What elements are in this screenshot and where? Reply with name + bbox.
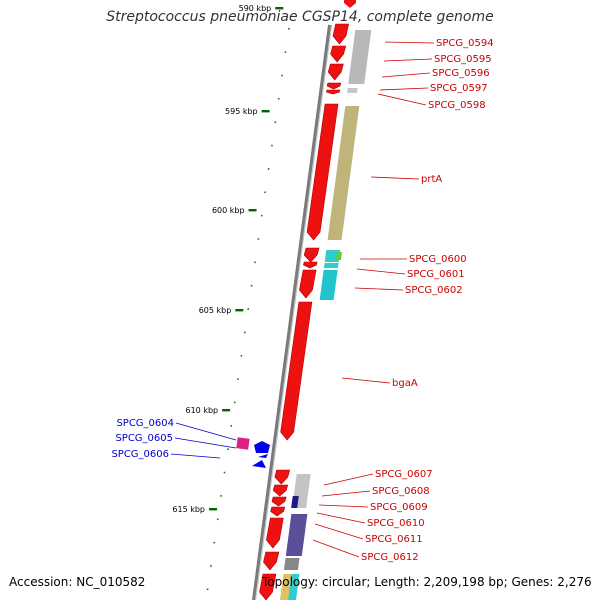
leader-line-spcg-0604 bbox=[175, 422, 237, 441]
feature-block-navy bbox=[291, 496, 299, 508]
tick-mark-590-kbp bbox=[275, 7, 284, 10]
feature-block-magenta bbox=[236, 437, 250, 450]
gene-label-spcg-0607[interactable]: SPCG_0607 bbox=[375, 469, 433, 480]
tick-label-590-kbp: 590 kbp bbox=[239, 4, 272, 13]
map-title: Streptococcus pneumoniae CGSP14, complet… bbox=[106, 9, 494, 25]
tick-mark-615-kbp bbox=[209, 508, 218, 511]
gene-label-spcg-0609[interactable]: SPCG_0609 bbox=[370, 502, 428, 513]
feature-block-cyan-3 bbox=[319, 270, 338, 300]
leader-line-spcg-0610 bbox=[316, 512, 366, 524]
feature-block-cyan-2 bbox=[323, 263, 339, 268]
gene-label-spcg-0595[interactable]: SPCG_0595 bbox=[434, 54, 492, 65]
cds-arrow-forward-6 bbox=[306, 103, 339, 241]
feature-block-grey-4 bbox=[283, 558, 300, 570]
gene-labels: SPCG_0594 SPCG_0595 SPCG_0596 SPCG_0597 SPCG… bbox=[111, 38, 493, 563]
leader-line-spcg-0595 bbox=[383, 58, 433, 62]
cds-arrow-forward-3 bbox=[327, 63, 344, 81]
gene-label-bgaa[interactable]: bgaA bbox=[392, 378, 418, 389]
leader-line-prta bbox=[370, 176, 420, 180]
genome-summary-text: Topology: circular; Length: 2,209,198 bp… bbox=[262, 575, 592, 589]
gene-label-spcg-0597[interactable]: SPCG_0597 bbox=[430, 83, 488, 94]
tick-marks: 590 kbp 595 kbp 600 kbp 605 kbp 610 kbp 615 k… bbox=[172, 4, 284, 514]
tick-label-605-kbp: 605 kbp bbox=[199, 306, 232, 315]
cds-arrow-forward-12 bbox=[272, 484, 289, 497]
gene-label-spcg-0612[interactable]: SPCG_0612 bbox=[361, 552, 419, 563]
cds-arrow-forward-top bbox=[344, 0, 356, 8]
leader-line-spcg-0606 bbox=[170, 453, 221, 459]
cds-track bbox=[236, 0, 356, 600]
tick-mark-600-kbp bbox=[248, 209, 257, 212]
leader-line-bgaa bbox=[341, 377, 391, 384]
gene-label-spcg-0610[interactable]: SPCG_0610 bbox=[367, 518, 425, 529]
cds-arrow-forward-5 bbox=[326, 89, 341, 95]
cds-arrow-forward-13 bbox=[271, 496, 287, 507]
cds-arrow-reverse-1 bbox=[254, 441, 270, 453]
label-leader-lines bbox=[170, 41, 435, 558]
feature-block-grey-1 bbox=[348, 30, 372, 84]
gene-label-spcg-0601[interactable]: SPCG_0601 bbox=[407, 269, 465, 280]
tick-mark-610-kbp bbox=[222, 409, 231, 412]
gene-label-spcg-0604[interactable]: SPCG_0604 bbox=[116, 418, 174, 429]
cds-arrow-forward-17 bbox=[259, 573, 277, 600]
accession-text: Accession: NC_010582 bbox=[9, 575, 146, 589]
feature-track bbox=[280, 30, 372, 600]
feature-block-purple bbox=[285, 514, 308, 556]
cds-arrow-reverse-2 bbox=[258, 454, 268, 458]
tick-mark-605-kbp bbox=[235, 309, 244, 312]
leader-line-spcg-0597 bbox=[379, 87, 429, 91]
cds-arrow-forward-9 bbox=[299, 269, 317, 299]
genome-backbone bbox=[252, 24, 332, 600]
feature-block-gold bbox=[280, 574, 292, 600]
tick-label-615-kbp: 615 kbp bbox=[172, 505, 205, 514]
leader-line-spcg-0598 bbox=[377, 93, 427, 106]
cds-arrow-forward-14 bbox=[270, 506, 286, 517]
gene-label-spcg-0602[interactable]: SPCG_0602 bbox=[405, 285, 463, 296]
cds-arrow-forward-15 bbox=[266, 517, 284, 549]
leader-line-spcg-0612 bbox=[312, 539, 360, 558]
cds-arrow-forward-11 bbox=[274, 469, 291, 485]
leader-line-spcg-0602 bbox=[354, 287, 404, 291]
leader-line-spcg-0605 bbox=[174, 437, 237, 449]
leader-line-spcg-0608 bbox=[321, 490, 371, 497]
tick-label-600-kbp: 600 kbp bbox=[212, 206, 245, 215]
cds-arrow-forward-8 bbox=[303, 261, 318, 269]
gene-label-spcg-0600[interactable]: SPCG_0600 bbox=[409, 254, 467, 265]
leader-line-spcg-0607 bbox=[323, 473, 374, 486]
leader-line-spcg-0611 bbox=[314, 523, 364, 540]
cds-arrow-forward-1 bbox=[332, 23, 350, 45]
cds-arrow-forward-4 bbox=[326, 82, 342, 90]
gene-label-spcg-0608[interactable]: SPCG_0608 bbox=[372, 486, 430, 497]
cds-arrow-forward-2 bbox=[330, 45, 347, 63]
feature-block-olive bbox=[327, 106, 360, 240]
gene-label-spcg-0606[interactable]: SPCG_0606 bbox=[111, 449, 169, 460]
gene-label-prta[interactable]: prtA bbox=[421, 174, 442, 185]
cds-arrow-forward-10 bbox=[280, 301, 313, 441]
gene-label-spcg-0611[interactable]: SPCG_0611 bbox=[365, 534, 423, 545]
cds-arrow-forward-7 bbox=[303, 247, 320, 263]
gene-label-spcg-0594[interactable]: SPCG_0594 bbox=[436, 38, 494, 49]
tick-label-595-kbp: 595 kbp bbox=[225, 107, 258, 116]
genome-backbone-highlight bbox=[255, 24, 332, 600]
cds-arrow-forward-16 bbox=[263, 551, 280, 571]
leader-line-spcg-0594 bbox=[384, 41, 435, 44]
feature-block-green bbox=[335, 252, 342, 260]
tick-label-610-kbp: 610 kbp bbox=[186, 406, 219, 415]
cds-arrow-reverse-3 bbox=[252, 460, 266, 468]
gene-label-spcg-0598[interactable]: SPCG_0598 bbox=[428, 100, 486, 111]
tick-mark-595-kbp bbox=[261, 110, 270, 113]
gene-label-spcg-0596[interactable]: SPCG_0596 bbox=[432, 68, 490, 79]
leader-line-spcg-0601 bbox=[356, 268, 406, 275]
gene-label-spcg-0605[interactable]: SPCG_0605 bbox=[115, 433, 173, 444]
feature-block-cyan-4 bbox=[288, 574, 300, 600]
feature-block-grey-2 bbox=[347, 88, 358, 93]
leader-line-spcg-0596 bbox=[381, 72, 431, 78]
leader-line-spcg-0609 bbox=[318, 504, 369, 508]
